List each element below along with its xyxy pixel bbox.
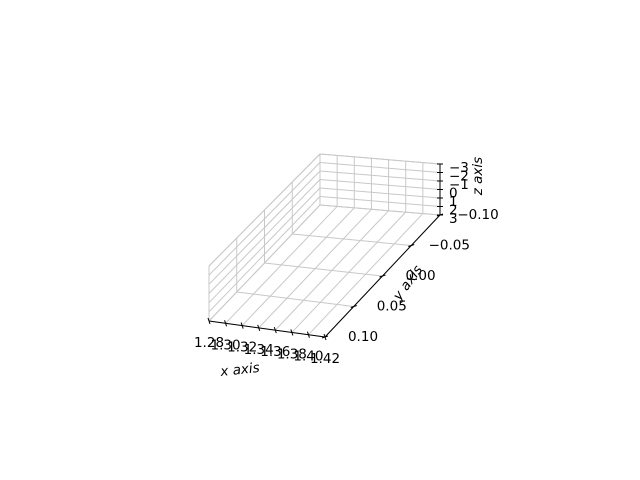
- y-tick-label: −0.10: [457, 207, 498, 223]
- z-tick-label: −3: [449, 160, 469, 176]
- z-tick-label: 0: [449, 186, 458, 202]
- z-gridline-leftwall: [208, 162, 321, 276]
- y-tick: [379, 274, 386, 278]
- z-gridline-backwall: [319, 162, 441, 173]
- x-tick-label: 1.34: [244, 342, 274, 358]
- z-gridline-backwall: [319, 170, 441, 182]
- z-tick-label: −1: [449, 177, 469, 193]
- x-tick-label: 1.28: [194, 335, 224, 351]
- x-tick: [273, 326, 277, 334]
- z-tick-label: 2: [449, 203, 458, 219]
- z-tick-label: 3: [449, 211, 458, 227]
- grid-lines: [208, 153, 441, 338]
- z-gridline-backwall: [319, 204, 441, 216]
- z-tick-label: 1: [449, 194, 458, 210]
- tick-labels: 1.281.301.321.341.361.381.401.42 0.10 0.05…: [194, 160, 499, 367]
- x-tick-label: 1.42: [310, 351, 340, 367]
- x-tick: [306, 331, 310, 338]
- x-tick-label: 1.40: [293, 349, 323, 365]
- z-gridline-leftwall: [208, 187, 321, 304]
- z-gridline-leftwall: [208, 170, 321, 285]
- x-tick: [257, 324, 261, 332]
- y-tick-label: 0.00: [405, 268, 435, 284]
- y-gridline-floor: [292, 233, 412, 246]
- z-gridline-leftwall: [208, 204, 321, 322]
- y-tick-label: 0.05: [377, 299, 407, 315]
- backwall-top-edge: [319, 153, 441, 165]
- x-tick-label: 1.36: [260, 344, 290, 360]
- z-gridline-leftwall: [208, 179, 321, 294]
- y-gridline-floor: [264, 262, 383, 277]
- leftwall-top-edge: [208, 153, 321, 267]
- y-gridline-floor: [236, 291, 354, 307]
- floor-pane: [209, 205, 440, 337]
- x-tick-label: 1.32: [227, 340, 257, 356]
- z-gridline-backwall: [319, 187, 441, 199]
- z-tick-label: −2: [449, 169, 469, 185]
- z-gridline-leftwall: [208, 196, 321, 313]
- y-tick: [321, 335, 329, 339]
- x-tick-label: 1.38: [277, 346, 307, 362]
- y-tick-label: −0.05: [429, 238, 470, 254]
- x-tick-label: 1.30: [211, 337, 241, 353]
- x-tick: [240, 322, 244, 329]
- y-tick: [408, 244, 415, 247]
- x-tick: [207, 317, 211, 325]
- z-axis-title: z axis: [470, 157, 486, 196]
- x-tick: [224, 320, 228, 327]
- y-tick: [350, 305, 357, 308]
- x-axis-title: x axis: [219, 360, 261, 380]
- tick-marks: [207, 163, 444, 341]
- z-gridline-backwall: [319, 196, 441, 207]
- x-axis-line: [208, 320, 326, 338]
- x-tick: [290, 329, 294, 336]
- axes-panes: [209, 205, 440, 337]
- y-tick-label: 0.10: [348, 329, 378, 345]
- z-gridline-backwall: [319, 179, 441, 190]
